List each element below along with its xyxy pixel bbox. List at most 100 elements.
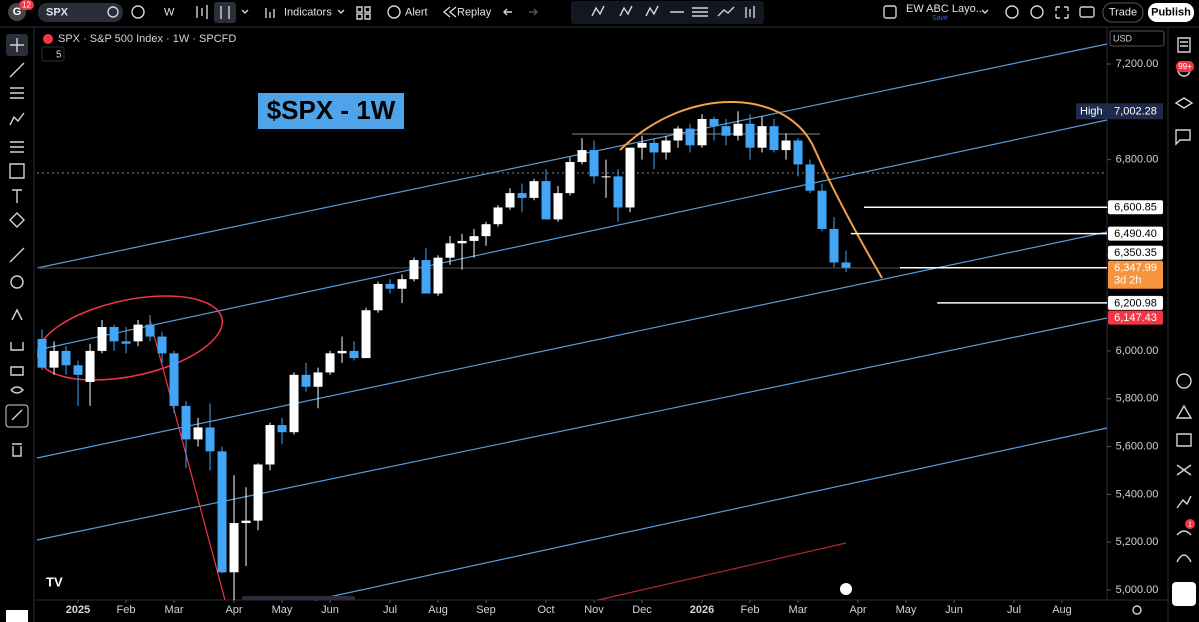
- add-symbol[interactable]: [131, 5, 145, 19]
- candle-body: [157, 336, 167, 354]
- replay-icon[interactable]: [442, 6, 457, 18]
- notes-badge: [1185, 519, 1195, 529]
- symbol-search[interactable]: [38, 3, 123, 22]
- candle-body: [565, 162, 575, 194]
- title-box: [258, 93, 404, 129]
- candle-body: [397, 279, 407, 289]
- candle-body: [73, 365, 83, 375]
- undo[interactable]: [503, 8, 512, 16]
- x-tick-label: Jul: [1007, 604, 1021, 616]
- x-tick-label: Feb: [741, 604, 760, 616]
- dropdown[interactable]: [981, 9, 989, 14]
- alert-button[interactable]: Alert: [405, 6, 428, 18]
- candle-body: [37, 338, 47, 368]
- templates-icon[interactable]: [356, 6, 371, 20]
- x-tick-label: Apr: [849, 604, 866, 616]
- candle-body: [529, 181, 539, 198]
- x-tick-label: Dec: [632, 604, 652, 616]
- x-tick-label: May: [896, 604, 917, 616]
- alerts-count: 99+: [1178, 62, 1192, 71]
- right-toolbar: 99+ 1: [1172, 37, 1196, 606]
- alerts-badge: [1176, 61, 1194, 72]
- x-tick-label: Nov: [584, 604, 604, 616]
- y-tick-label: 7,200.00: [1116, 58, 1159, 70]
- quick-search[interactable]: [1005, 5, 1019, 19]
- link-icon: [11, 409, 23, 421]
- candle-body: [169, 353, 179, 406]
- object-tree[interactable]: [6, 610, 28, 622]
- candle-body: [337, 350, 347, 354]
- interval[interactable]: W: [164, 6, 175, 18]
- candle-body: [805, 164, 815, 191]
- x-tick-label: May: [272, 604, 293, 616]
- drawing-tools[interactable]: [591, 5, 755, 18]
- lock-drawings[interactable]: [5, 404, 29, 428]
- price-line-tag-label: 6,200.98: [1114, 297, 1157, 309]
- candle-body: [253, 464, 263, 521]
- candle-type-active[interactable]: [214, 2, 236, 23]
- candle-body: [829, 228, 839, 263]
- candle-body: [469, 236, 479, 241]
- price-line-tag-label: 6,600.85: [1114, 202, 1157, 214]
- price-line-tag: [1108, 200, 1163, 215]
- price-line-tag-label: 6,490.40: [1114, 228, 1157, 240]
- bar-type-icon[interactable]: [196, 5, 208, 19]
- compare-icon[interactable]: [107, 6, 119, 18]
- x-tick-label: Sep: [476, 604, 496, 616]
- badge: [19, 0, 34, 10]
- dropdown[interactable]: [337, 9, 345, 14]
- symbol-logo: [43, 34, 53, 44]
- trade-button[interactable]: [1102, 2, 1144, 23]
- candle-body: [457, 240, 467, 244]
- candle-body: [49, 350, 59, 368]
- x-tick-label: 2025: [66, 604, 90, 616]
- candle-body: [697, 118, 707, 146]
- settings[interactable]: [1030, 5, 1044, 19]
- candle-body: [769, 126, 779, 151]
- candle-body: [289, 374, 299, 433]
- tool-icons[interactable]: [9, 62, 25, 457]
- candle-body: [541, 181, 551, 220]
- candle-body: [637, 142, 647, 148]
- snapshot[interactable]: [1079, 6, 1095, 18]
- candle-body: [481, 224, 491, 237]
- candle-body: [181, 405, 191, 440]
- axis-settings[interactable]: [1132, 605, 1142, 615]
- legend-toggle[interactable]: [41, 46, 65, 62]
- candle-body: [589, 150, 599, 177]
- indicators-button[interactable]: Indicators: [284, 6, 332, 18]
- price-line-tag: [1108, 226, 1163, 241]
- layout-save[interactable]: Save: [932, 15, 948, 22]
- fullscreen[interactable]: [1055, 6, 1069, 19]
- indicators-icon[interactable]: [265, 8, 275, 18]
- y-tick-label: 6,800.00: [1116, 154, 1159, 166]
- candle-body: [793, 140, 803, 165]
- x-tick-label: Jul: [383, 604, 397, 616]
- dropdown[interactable]: [241, 9, 249, 14]
- last-price-tag: [1108, 260, 1163, 289]
- alert-icon[interactable]: [387, 5, 401, 19]
- x-tick-label: Feb: [117, 604, 136, 616]
- candle-body: [673, 128, 683, 141]
- candle-body: [745, 123, 755, 148]
- publish-button[interactable]: [1148, 3, 1194, 22]
- x-tick-label: Jun: [945, 604, 963, 616]
- plot: [37, 111, 851, 600]
- candle-body: [625, 147, 635, 208]
- candle-body: [577, 150, 587, 163]
- y-tick-label: 5,600.00: [1116, 440, 1159, 452]
- replay-button[interactable]: Replay: [457, 6, 492, 18]
- candle-body: [109, 327, 119, 342]
- currency-select[interactable]: [1109, 30, 1165, 47]
- more-button[interactable]: [1172, 582, 1196, 606]
- candle-body: [505, 193, 515, 208]
- candle-body: [421, 260, 431, 294]
- layout-name[interactable]: EW ABC Layo...: [906, 3, 985, 15]
- rounding-top-arc: [619, 100, 883, 279]
- candle-body: [841, 262, 851, 268]
- redo[interactable]: [529, 8, 538, 16]
- publish-label: Publish: [1151, 6, 1191, 18]
- y-tick-label: 5,000.00: [1116, 584, 1159, 596]
- layout-icon[interactable]: [883, 5, 897, 19]
